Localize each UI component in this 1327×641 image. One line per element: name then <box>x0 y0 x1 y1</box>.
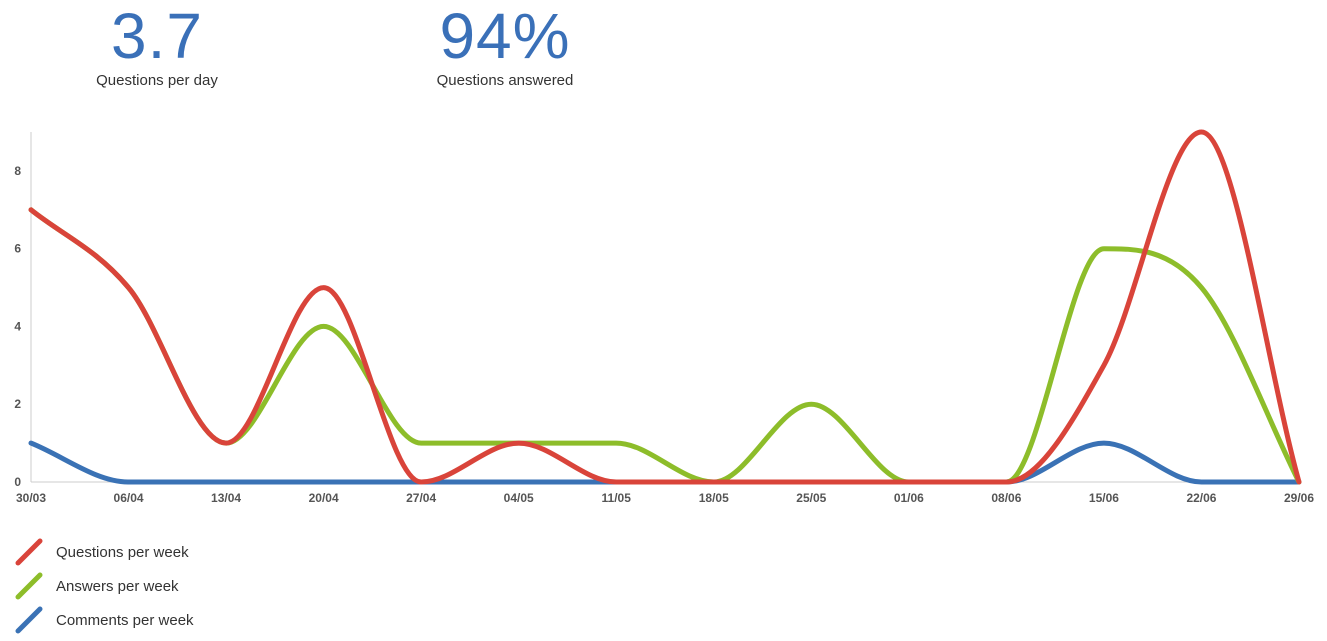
x-axis-ticks: 30/03 06/04 13/04 20/04 27/04 04/05 11/05 18/05… <box>16 491 1314 505</box>
questions-series-swatch-icon <box>15 538 43 566</box>
x-tick-label: 13/04 <box>211 491 241 505</box>
questions-per-day-stat: 3.7 Questions per day <box>57 0 257 90</box>
x-tick-label: 29/06 <box>1284 491 1314 505</box>
x-tick-label: 08/06 <box>991 491 1021 505</box>
x-tick-label: 30/03 <box>16 491 46 505</box>
legend-item-comments[interactable]: Comments per week <box>14 603 194 637</box>
y-tick-label: 8 <box>14 164 21 178</box>
y-tick-label: 2 <box>14 397 21 411</box>
chart-series <box>28 129 1302 485</box>
x-tick-label: 01/06 <box>894 491 924 505</box>
y-tick-label: 4 <box>14 319 21 333</box>
x-tick-label: 22/06 <box>1186 491 1216 505</box>
comments-series-swatch-icon <box>15 606 43 634</box>
x-tick-label: 18/05 <box>699 491 729 505</box>
x-tick-label: 15/06 <box>1089 491 1119 505</box>
y-tick-label: 6 <box>14 242 21 256</box>
x-tick-label: 27/04 <box>406 491 436 505</box>
x-tick-label: 25/05 <box>796 491 826 505</box>
questions-per-day-value: 3.7 <box>111 0 203 72</box>
questions-answered-label: Questions answered <box>436 72 574 89</box>
legend-item-questions[interactable]: Questions per week <box>14 535 194 569</box>
answers-series-swatch-icon <box>15 572 43 600</box>
x-tick-label: 06/04 <box>114 491 144 505</box>
legend-label-questions: Questions per week <box>56 543 189 561</box>
legend-item-answers[interactable]: Answers per week <box>14 569 194 603</box>
questions-per-day-label: Questions per day <box>96 72 218 89</box>
legend-label-answers: Answers per week <box>56 577 179 595</box>
questions-answered-value: 94% <box>439 0 571 72</box>
chart-axes <box>30 132 1301 483</box>
y-tick-label: 0 <box>14 475 21 489</box>
questions-answered-stat: 94% Questions answered <box>405 0 605 90</box>
activity-line-chart: 0 2 4 6 8 30/03 06/04 13/04 20/04 27/04 04/05 11/0… <box>14 129 1314 505</box>
x-tick-label: 04/05 <box>504 491 534 505</box>
y-axis-ticks: 0 2 4 6 8 <box>14 164 21 489</box>
questions-series-line <box>28 129 1302 485</box>
legend-label-comments: Comments per week <box>56 611 194 629</box>
chart-legend: Questions per week Answers per week Comm… <box>14 535 194 637</box>
x-tick-label: 11/05 <box>602 491 632 505</box>
x-tick-label: 20/04 <box>309 491 339 505</box>
